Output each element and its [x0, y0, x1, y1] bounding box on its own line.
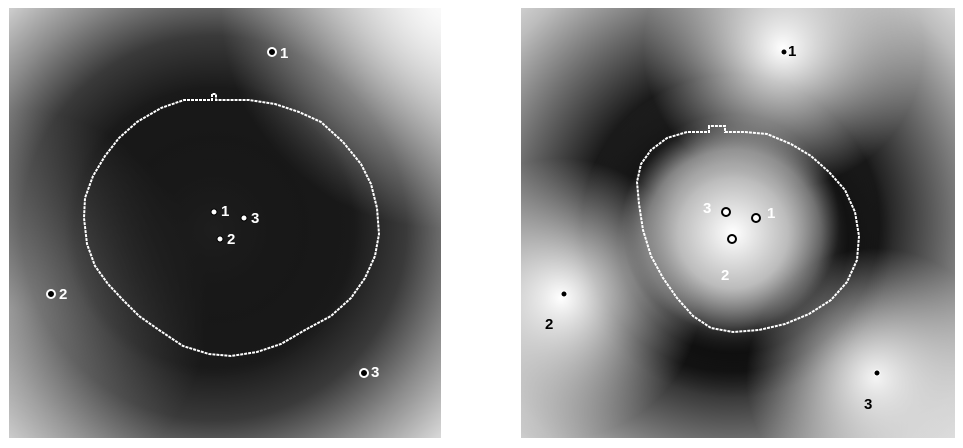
right-marker-inner-2 — [727, 234, 737, 244]
right-marker-outer-2 — [560, 290, 568, 298]
right-marker-outer-3 — [873, 369, 881, 377]
right-marker-label-outer-3: 3 — [864, 396, 872, 413]
left-marker-label-inner-2: 2 — [227, 231, 235, 248]
right-panel: 1 2 3 1 2 3 — [521, 8, 955, 438]
left-marker-outer-3 — [359, 368, 369, 378]
left-marker-label-outer-1: 1 — [280, 45, 288, 62]
right-marker-label-outer-2: 2 — [545, 316, 553, 333]
left-marker-label-inner-3: 3 — [251, 210, 259, 227]
left-marker-label-outer-3: 3 — [371, 364, 379, 381]
left-marker-label-outer-2: 2 — [59, 286, 67, 303]
right-field-image: 1 2 3 1 2 3 — [521, 8, 955, 438]
right-contour — [635, 125, 861, 334]
left-contour — [82, 93, 381, 358]
left-marker-label-inner-1: 1 — [221, 203, 229, 220]
left-marker-outer-2 — [46, 289, 56, 299]
left-marker-inner-3 — [240, 214, 248, 222]
left-marker-outer-1 — [267, 47, 277, 57]
right-marker-label-inner-2: 2 — [721, 267, 729, 284]
right-marker-label-inner-1: 1 — [767, 205, 775, 222]
right-marker-inner-1 — [751, 213, 761, 223]
right-marker-outer-1 — [780, 48, 788, 56]
right-marker-label-outer-1: 1 — [788, 43, 796, 60]
left-marker-inner-1 — [210, 208, 218, 216]
left-marker-inner-2 — [216, 235, 224, 243]
right-marker-label-inner-3: 3 — [703, 200, 711, 217]
right-marker-inner-3 — [721, 207, 731, 217]
